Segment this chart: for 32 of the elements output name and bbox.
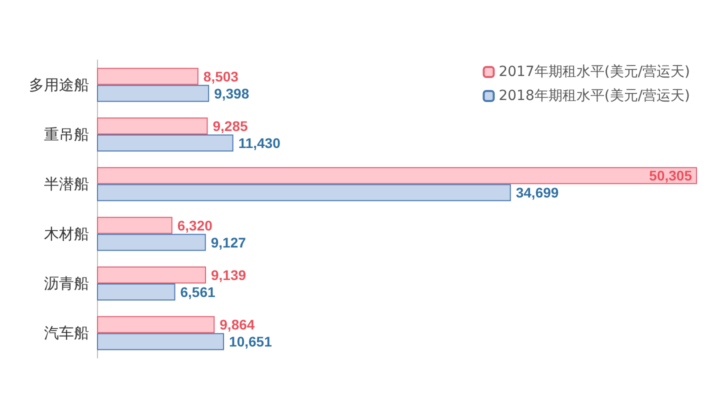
data-label: 8,503 — [203, 68, 239, 84]
legend-label: 2018年期租水平(美元/营运天) — [498, 88, 690, 104]
data-label: 6,561 — [180, 284, 216, 300]
data-label: 10,651 — [229, 334, 272, 350]
bar — [97, 84, 210, 102]
data-label: 6,320 — [177, 217, 213, 234]
y-tick-label: 沥青船 — [44, 274, 89, 292]
data-label: 11,430 — [238, 135, 281, 151]
bar — [97, 234, 206, 251]
bar — [97, 118, 208, 134]
bar — [97, 167, 697, 184]
data-label: 9,864 — [220, 316, 255, 333]
data-label: 9,285 — [212, 118, 248, 134]
bar — [97, 266, 206, 284]
bar — [97, 134, 234, 152]
data-label: 34,699 — [516, 184, 559, 201]
data-label: 9,127 — [210, 234, 246, 250]
bar — [97, 284, 176, 300]
bar — [97, 184, 511, 202]
y-tick-label: 木材船 — [44, 224, 89, 243]
y-tick-label: 重吊船 — [44, 126, 89, 144]
legend-label: 2017年期租水平(美元/营运天) — [498, 64, 690, 80]
data-label: 9,398 — [214, 85, 250, 102]
y-tick-label: 半潜船 — [44, 175, 89, 194]
bar — [97, 333, 224, 350]
y-tick-label: 汽车船 — [44, 324, 89, 342]
data-label: 50,305 — [649, 168, 692, 184]
bar — [97, 316, 215, 334]
bar — [97, 68, 198, 85]
bar — [97, 216, 172, 234]
data-label: 9,139 — [211, 267, 246, 283]
y-tick-label: 多用途船 — [29, 76, 89, 94]
